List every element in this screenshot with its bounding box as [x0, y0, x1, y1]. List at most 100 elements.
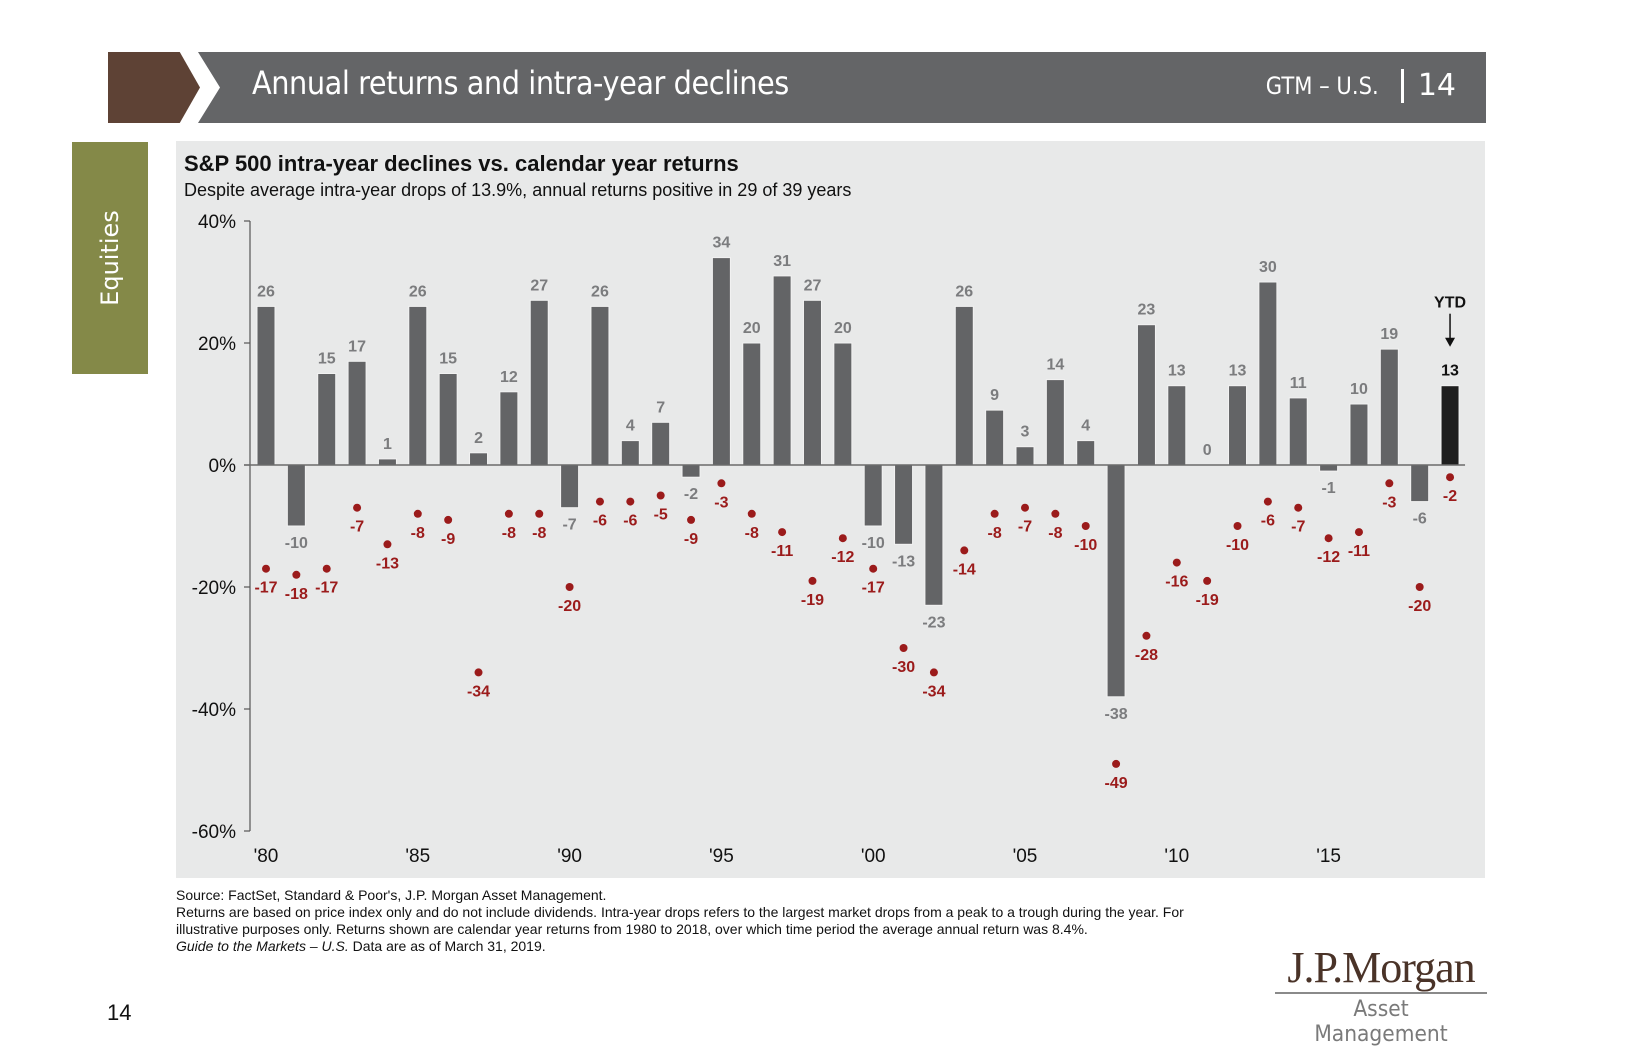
decline-dot-2018	[1415, 583, 1424, 591]
logo-wordmark: J.P.Morgan	[1275, 946, 1487, 994]
bar-value-label: -38	[1105, 706, 1128, 723]
decline-dot-2017	[1385, 479, 1394, 488]
decline-value-label: -13	[376, 555, 399, 572]
bar-value-label: 15	[439, 351, 457, 368]
bar-value-label: 7	[656, 399, 665, 416]
decline-value-label: -34	[467, 683, 490, 700]
methodology-note: Returns are based on price index only an…	[176, 904, 1184, 937]
bar-2017	[1379, 348, 1399, 466]
decline-dot-1988	[504, 509, 513, 518]
bar-2013	[1258, 281, 1278, 466]
decline-dot-1984	[383, 540, 392, 549]
as-of-date: Data are as of March 31, 2019.	[348, 938, 546, 954]
decline-dot-2016	[1354, 528, 1363, 537]
decline-dot-2003	[960, 546, 969, 555]
decline-dot-2012	[1233, 522, 1242, 530]
header-divider	[1400, 68, 1404, 103]
decline-value-label: -8	[411, 525, 425, 542]
decline-value-label: -3	[1382, 494, 1396, 511]
decline-dot-1980	[262, 564, 270, 573]
decline-dot-2011	[1203, 576, 1212, 585]
decline-value-label: -20	[558, 598, 581, 615]
bar-2018	[1410, 464, 1430, 503]
decline-value-label: -34	[922, 683, 945, 700]
bar-2007	[1076, 440, 1096, 466]
bar-1996	[742, 342, 762, 466]
decline-value-label: -18	[285, 586, 308, 603]
decline-value-label: -6	[1261, 513, 1275, 530]
decline-dot-2014	[1294, 503, 1303, 512]
bar-value-label: 13	[1229, 363, 1247, 380]
decline-dot-1985	[413, 509, 422, 518]
bar-value-label: 31	[773, 253, 791, 270]
bar-1986	[438, 373, 458, 466]
decline-dot-1992	[626, 497, 635, 506]
bar-2009	[1136, 324, 1156, 466]
decline-dot-YTD	[1446, 473, 1455, 482]
bar-value-label: 15	[318, 351, 336, 368]
decline-value-label: -30	[892, 659, 915, 676]
bar-1983	[347, 360, 367, 466]
bar-value-label: 4	[626, 418, 635, 435]
decline-value-label: -5	[654, 507, 668, 524]
y-tick-label: -40%	[192, 700, 236, 721]
decline-dot-1997	[778, 528, 787, 537]
decline-value-label: -17	[315, 580, 338, 597]
bar-value-label: 20	[743, 320, 761, 337]
decline-dot-2002	[929, 668, 938, 677]
y-tick-label: -60%	[192, 822, 236, 843]
bar-value-label: 12	[500, 369, 518, 386]
x-tick-label: '15	[1316, 846, 1341, 867]
bar-value-label: 20	[834, 320, 852, 337]
decline-value-label: -28	[1135, 647, 1158, 664]
bar-value-label: 11	[1290, 375, 1307, 392]
decline-dot-2013	[1263, 497, 1272, 506]
decline-dot-1999	[838, 534, 847, 543]
decline-value-label: -49	[1105, 775, 1128, 792]
decline-value-label: -6	[623, 513, 637, 530]
decline-value-label: -12	[1317, 549, 1340, 566]
bar-2001	[894, 464, 914, 545]
bar-1990	[560, 464, 580, 509]
x-tick-label: '10	[1164, 846, 1189, 867]
header-meta: GTM – U.S. 14	[1258, 68, 1456, 103]
decline-value-label: -11	[1348, 543, 1370, 560]
bar-value-label: 23	[1138, 302, 1156, 319]
y-tick-label: 0%	[209, 456, 237, 477]
bar-2008	[1106, 464, 1126, 698]
side-tab-equities: Equities	[72, 142, 148, 374]
decline-dot-1981	[292, 570, 301, 579]
decline-dot-1986	[444, 515, 453, 524]
decline-value-label: -9	[441, 531, 455, 548]
decline-dot-2005	[1021, 503, 1029, 512]
decline-dot-2009	[1142, 631, 1151, 640]
bar-1984	[377, 458, 397, 466]
bar-value-label: 0	[1203, 442, 1212, 459]
decline-dot-2008	[1112, 759, 1121, 768]
decline-value-label: -11	[771, 543, 793, 560]
bar-1998	[802, 299, 822, 466]
x-tick-label: '85	[405, 846, 430, 867]
bar-value-label: 9	[990, 387, 999, 404]
bar-1999	[833, 342, 853, 466]
bar-2005	[1015, 446, 1035, 466]
x-tick-label: '80	[254, 846, 279, 867]
y-tick-label: 20%	[198, 334, 236, 355]
decline-dot-1982	[322, 564, 331, 573]
x-tick-label: '90	[557, 846, 582, 867]
bar-value-label: 19	[1380, 326, 1398, 343]
bar-2015	[1319, 464, 1339, 472]
bar-1995	[711, 257, 731, 466]
page-number: 14	[107, 1000, 132, 1025]
decline-dot-1996	[747, 509, 756, 518]
decline-dot-1989	[535, 509, 544, 518]
bar-1991	[590, 305, 610, 466]
ytd-annotation-label: YTD	[1434, 295, 1466, 312]
bar-2006	[1045, 379, 1065, 466]
bar-value-label: 17	[348, 338, 366, 355]
decline-value-label: -7	[350, 519, 364, 536]
bar-1997	[772, 275, 792, 466]
decline-dot-1998	[808, 576, 817, 585]
page-title: Annual returns and intra-year declines	[252, 64, 789, 102]
decline-value-label: -10	[1226, 537, 1249, 554]
